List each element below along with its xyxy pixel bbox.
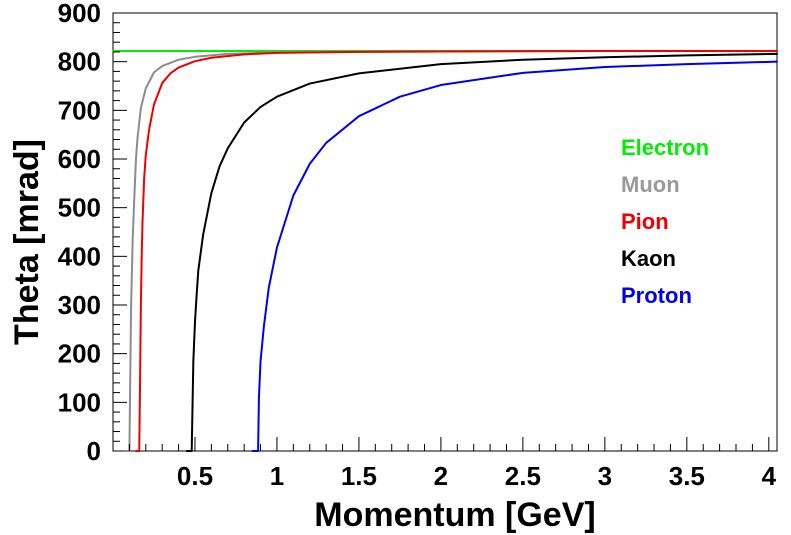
legend-label-electron: Electron [621,135,709,160]
x-tick-label: 3 [598,461,612,491]
y-tick-label: 600 [58,144,101,174]
y-tick-label: 700 [58,95,101,125]
x-tick-label: 0.5 [177,461,213,491]
x-tick-label: 2.5 [505,461,541,491]
x-axis-title: Momentum [GeV] [314,496,595,534]
x-tick-label: 1 [270,461,284,491]
plot-area-frame [112,12,778,452]
legend: Electron Muon Pion Kaon Proton [621,135,709,308]
y-tick-label: 100 [58,387,101,417]
y-axis-title: Theta [mrad] [8,139,46,345]
y-tick-label: 400 [58,241,101,271]
x-tick-label: 4 [762,461,777,491]
y-tick-label: 500 [58,193,101,223]
y-tick-label: 900 [58,0,101,28]
tick-label-layer: 0.5 1 1.5 2 2.5 3 3.5 4 0 100 200 300 400 500 600 700 80… [58,0,777,491]
y-tick-label: 200 [58,339,101,369]
x-tick-label: 1.5 [341,461,377,491]
x-tick-label: 3.5 [669,461,705,491]
y-tick-label: 800 [58,47,101,77]
x-tick-label: 2 [434,461,448,491]
legend-label-kaon: Kaon [621,246,676,271]
series-layer [112,49,778,452]
axis-layer [113,22,770,451]
y-tick-label: 0 [87,436,101,466]
y-tick-label: 300 [58,290,101,320]
legend-label-pion: Pion [621,209,669,234]
series-line-kaon [185,52,778,452]
legend-label-muon: Muon [621,172,680,197]
legend-label-proton: Proton [621,283,692,308]
series-line-proton [251,60,778,452]
series-line-pion [134,49,778,452]
